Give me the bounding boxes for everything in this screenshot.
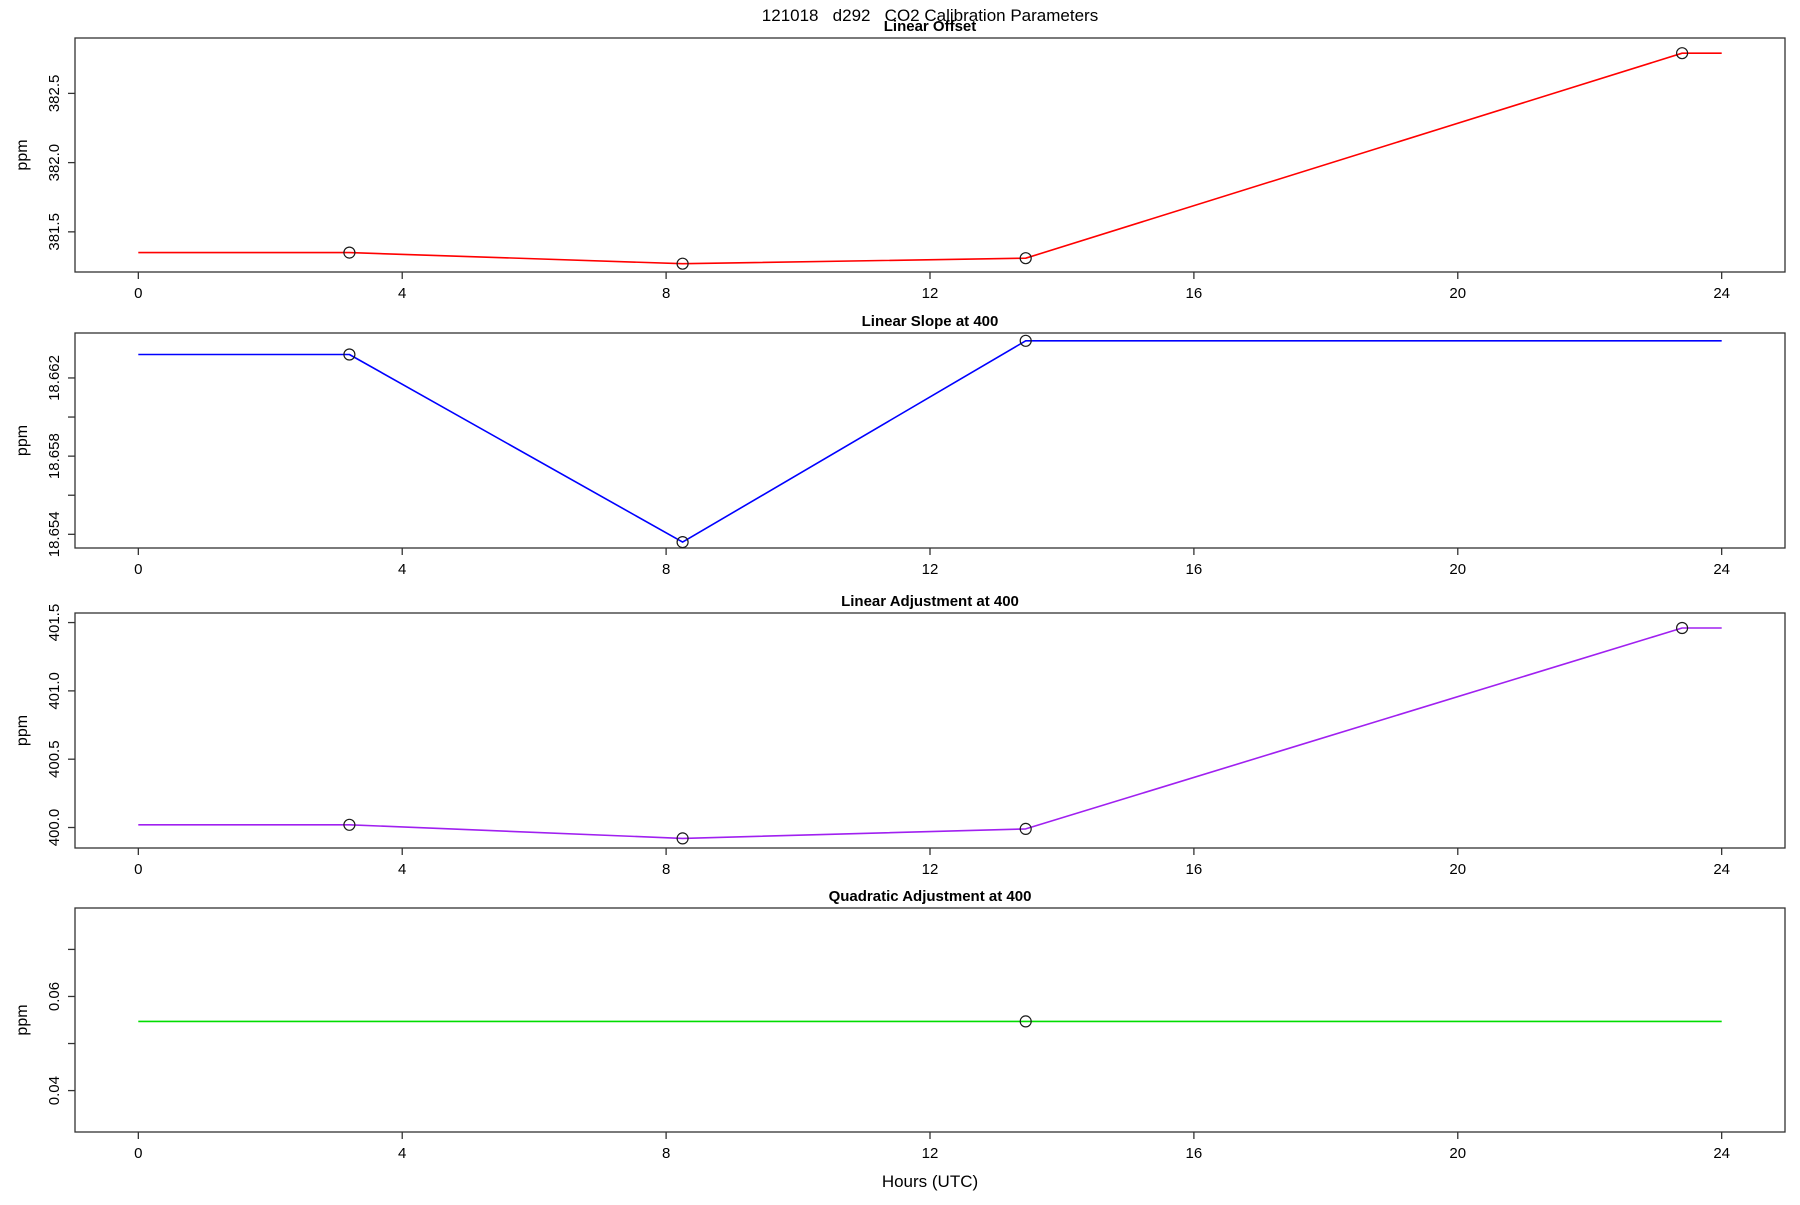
x-tick-label: 20 xyxy=(1449,861,1466,878)
data-point-marker xyxy=(343,818,356,831)
x-tick-label: 12 xyxy=(922,285,939,302)
data-point-marker xyxy=(676,832,689,845)
series-line xyxy=(138,627,1722,840)
data-point-marker xyxy=(1675,621,1689,635)
plot-frame xyxy=(74,37,1786,273)
data-point-marker xyxy=(1019,252,1032,265)
x-tick-label: 16 xyxy=(1186,1145,1203,1162)
x-tick-label: 0 xyxy=(134,561,142,578)
y-tick-label: 381.5 xyxy=(46,213,63,251)
plot-frame xyxy=(74,332,1786,549)
y-tick-label: 18.658 xyxy=(46,433,63,479)
x-tick-label: 4 xyxy=(398,285,406,302)
y-axis-title: ppm xyxy=(14,1004,31,1035)
x-tick-label: 0 xyxy=(134,285,142,302)
x-tick-label: 24 xyxy=(1713,1145,1730,1162)
x-tick-label: 8 xyxy=(662,561,670,578)
y-tick-label: 0.04 xyxy=(46,1076,63,1105)
x-tick-label: 0 xyxy=(134,1145,142,1162)
data-point-marker xyxy=(343,246,356,259)
x-axis-title: Hours (UTC) xyxy=(881,1172,979,1191)
y-tick-label: 0.06 xyxy=(46,982,63,1011)
panel-title: Linear Slope at 400 xyxy=(862,313,999,330)
y-tick-label: 400.0 xyxy=(46,809,63,847)
x-tick-label: 12 xyxy=(922,561,939,578)
x-tick-label: 16 xyxy=(1186,561,1203,578)
series-line xyxy=(138,52,1722,265)
data-point-marker xyxy=(676,535,689,549)
y-tick-label: 18.654 xyxy=(46,511,63,557)
x-tick-label: 4 xyxy=(398,1145,406,1162)
data-point-marker xyxy=(1019,334,1032,347)
y-tick-label: 18.662 xyxy=(46,355,63,401)
x-tick-label: 4 xyxy=(398,861,406,878)
y-tick-label: 382.0 xyxy=(46,144,63,182)
panel-title: Linear Offset xyxy=(884,18,977,35)
y-tick-label: 401.0 xyxy=(46,672,63,710)
y-axis-title: ppm xyxy=(14,139,31,170)
x-tick-label: 24 xyxy=(1713,285,1730,302)
x-tick-label: 0 xyxy=(134,861,142,878)
data-point-marker xyxy=(343,348,356,361)
x-tick-label: 12 xyxy=(922,861,939,878)
plot-frame xyxy=(74,907,1786,1133)
x-tick-label: 8 xyxy=(662,285,670,302)
data-point-marker xyxy=(1675,47,1689,60)
plot-frame xyxy=(74,612,1786,849)
y-tick-label: 401.5 xyxy=(46,604,63,642)
x-tick-label: 4 xyxy=(398,561,406,578)
x-tick-label: 16 xyxy=(1186,861,1203,878)
x-tick-label: 24 xyxy=(1713,561,1730,578)
data-point-marker xyxy=(1019,822,1032,836)
series-line xyxy=(138,339,1722,543)
panel-title: Linear Adjustment at 400 xyxy=(841,593,1019,610)
x-tick-label: 20 xyxy=(1449,285,1466,302)
x-tick-label: 8 xyxy=(662,861,670,878)
x-tick-label: 8 xyxy=(662,1145,670,1162)
x-tick-label: 20 xyxy=(1449,561,1466,578)
panel-title: Quadratic Adjustment at 400 xyxy=(829,888,1032,905)
y-axis-title: ppm xyxy=(14,425,31,456)
x-tick-label: 20 xyxy=(1449,1145,1466,1162)
figure-title: 121018 d292 CO2 Calibration Parameters xyxy=(761,6,1099,25)
y-tick-label: 400.5 xyxy=(46,740,63,778)
x-tick-label: 16 xyxy=(1186,285,1203,302)
y-axis-title: ppm xyxy=(14,715,31,746)
y-tick-label: 382.5 xyxy=(46,75,63,113)
data-point-marker xyxy=(1019,1015,1032,1028)
x-tick-label: 24 xyxy=(1713,861,1730,878)
x-tick-label: 12 xyxy=(922,1145,939,1162)
data-point-marker xyxy=(676,257,689,270)
